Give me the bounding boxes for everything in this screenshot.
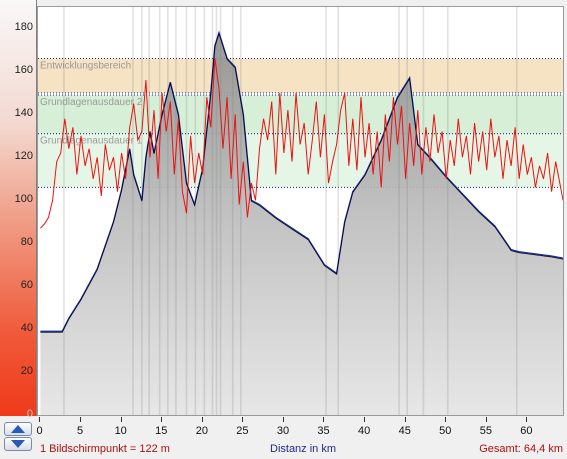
x-tick-label: 20	[195, 425, 208, 437]
x-tick-mark	[242, 417, 244, 422]
zone-band-1	[38, 58, 563, 93]
y-tick-label: 100	[14, 193, 33, 206]
y-tick-label: 20	[20, 365, 33, 378]
marker-band-14	[231, 7, 234, 415]
marker-band-15	[240, 7, 242, 415]
x-tick-mark	[323, 417, 325, 422]
elevation-area	[40, 32, 563, 416]
x-tick-mark	[445, 417, 447, 422]
heart-rate-line	[40, 58, 564, 229]
x-tick-mark	[364, 417, 365, 422]
scroll-up-button[interactable]	[4, 422, 32, 436]
marker-band-20	[422, 7, 425, 415]
y-tick-label: 80	[20, 236, 33, 249]
x-tick-mark	[120, 417, 122, 422]
marker-band-4	[148, 7, 150, 415]
x-tick-mark	[201, 417, 203, 422]
y-tick-label: 160	[14, 64, 33, 77]
marker-band-21	[446, 7, 449, 415]
marker-band-12	[215, 7, 218, 415]
x-tick-label: 35	[317, 425, 330, 437]
y-tick-label: 0	[26, 408, 33, 420]
marker-band-7	[175, 7, 177, 415]
marker-band-1	[63, 7, 65, 415]
y-tick-label: 140	[14, 107, 33, 120]
y-tick-label: 180	[14, 21, 33, 34]
scroll-down-button[interactable]	[4, 437, 32, 451]
zone-label-3: Grundlagenausdauer 1	[40, 136, 143, 147]
total-distance: Gesamt: 64,4 km	[479, 443, 563, 455]
y-tick-label: 40	[20, 322, 33, 335]
x-tick-mark	[80, 417, 81, 422]
y-tick-label: 60	[20, 279, 33, 292]
x-axis: 0 5 10 15 20 25 30 35 40 45 50 55 60	[36, 417, 564, 441]
x-tick-label: 15	[155, 425, 168, 437]
marker-band-17	[337, 7, 340, 415]
zone-label-2: Grundlagenausdauer 2	[40, 97, 143, 108]
marker-band-11	[211, 7, 214, 415]
x-tick-label: 5	[77, 425, 84, 437]
marker-band-13	[219, 7, 222, 415]
triangle-up-icon	[11, 425, 25, 433]
zone-label-1: Entwicklungsbereich	[40, 61, 131, 72]
x-tick-label: 25	[236, 425, 249, 437]
x-axis-title: Distanz in km	[270, 443, 337, 455]
x-tick-label: 60	[520, 425, 533, 437]
triangle-down-icon	[11, 440, 25, 448]
plot-area: Entwicklungsbereich Grundlagenausdauer 2 G…	[37, 6, 564, 416]
x-tick-mark	[161, 417, 163, 422]
marker-band-10	[203, 7, 206, 415]
x-tick-label: 50	[439, 425, 452, 437]
marker-band-9	[194, 7, 197, 415]
marker-band-22	[515, 7, 518, 415]
x-tick-mark	[282, 417, 284, 422]
y-tick-label: 120	[14, 150, 33, 163]
chart-svg: Entwicklungsbereich Grundlagenausdauer 2 G…	[38, 7, 564, 416]
marker-band-5	[158, 7, 161, 415]
x-tick-mark	[39, 417, 41, 422]
marker-band-2	[132, 7, 134, 415]
x-tick-label: 40	[358, 425, 371, 437]
marker-band-6	[167, 7, 169, 415]
marker-band-19	[406, 7, 408, 415]
x-tick-mark	[485, 417, 487, 422]
marker-band-18	[398, 7, 400, 415]
x-tick-mark	[404, 417, 406, 422]
marker-band-16	[325, 7, 327, 415]
x-tick-label: 0	[36, 425, 43, 437]
y-axis: 180 160 140 120 100 80 60 40 20 0	[0, 0, 37, 420]
marker-band-3	[141, 7, 143, 415]
x-tick-label: 45	[398, 425, 411, 437]
scale-info: 1 Bildschirmpunkt = 122 m	[40, 443, 170, 455]
x-tick-label: 30	[276, 425, 290, 437]
x-tick-label: 55	[479, 425, 492, 437]
x-tick-label: 10	[114, 425, 127, 437]
x-tick-mark	[526, 417, 528, 422]
